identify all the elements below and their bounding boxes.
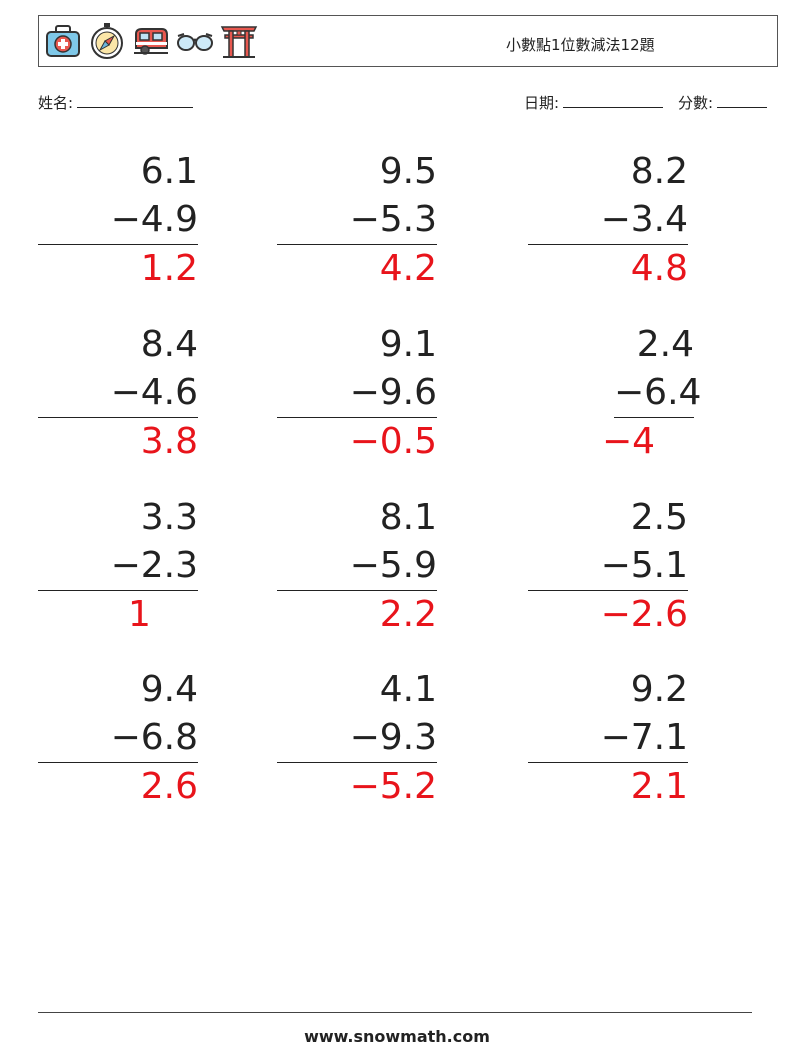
date-label: 日期: (524, 94, 560, 112)
answer: 4.8 (630, 248, 688, 289)
answer: −5.2 (349, 766, 437, 807)
subtrahend: −5.1 (528, 542, 688, 591)
minuend: 2.4 (636, 324, 694, 365)
problem-11: 4.1 −9.3 −5.2 (277, 666, 437, 811)
problem-10: 9.4 −6.8 2.6 (38, 666, 198, 811)
answer: 2.6 (140, 766, 198, 807)
problem-4: 8.4 −4.6 3.8 (38, 321, 198, 466)
subtrahend: −6.8 (38, 714, 198, 763)
subtrahend: −9.6 (277, 369, 437, 418)
answer: 2.2 (379, 594, 437, 635)
date-blank[interactable] (563, 93, 664, 108)
minuend: 9.4 (140, 669, 198, 710)
minuend: 8.2 (630, 151, 688, 192)
first-aid-kit-icon (46, 25, 80, 57)
minuend: 9.5 (379, 151, 437, 192)
name-label: 姓名: (38, 94, 74, 112)
subtrahend: −5.9 (277, 542, 437, 591)
name-blank[interactable] (77, 93, 194, 108)
answer: −4 (602, 421, 656, 462)
score-label: 分數: (678, 94, 714, 112)
problem-6: 2.4 −6.4 −4 (534, 321, 701, 466)
subtrahend: −5.3 (277, 196, 437, 245)
subtrahend: −9.3 (277, 714, 437, 763)
minuend: 3.3 (140, 497, 198, 538)
problem-8: 8.1 −5.9 2.2 (277, 494, 437, 639)
problem-5: 9.1 −9.6 −0.5 (277, 321, 437, 466)
name-field: 姓名: (38, 92, 194, 113)
minuend: 8.1 (379, 497, 437, 538)
subtrahend: −3.4 (528, 196, 688, 245)
answer: 4.2 (379, 248, 437, 289)
subtrahend: −7.1 (528, 714, 688, 763)
date-field: 日期: (524, 92, 664, 113)
subtrahend: −4.9 (38, 196, 198, 245)
answer: −2.6 (600, 594, 688, 635)
score-blank[interactable] (717, 93, 768, 108)
minuend: 4.1 (379, 669, 437, 710)
answer: 2.1 (630, 766, 688, 807)
caravan-icon (134, 28, 168, 55)
problem-7: 3.3 −2.3 1 (38, 494, 198, 639)
problem-3: 8.2 −3.4 4.8 (528, 148, 688, 293)
minuend: 2.5 (630, 497, 688, 538)
problem-1: 6.1 −4.9 1.2 (38, 148, 198, 293)
problem-9: 2.5 −5.1 −2.6 (528, 494, 688, 639)
torii-gate-icon (220, 26, 258, 58)
minuend: 6.1 (140, 151, 198, 192)
minuend: 8.4 (140, 324, 198, 365)
worksheet-title: 小數點1位數減法12題 (506, 36, 655, 54)
problem-2: 9.5 −5.3 4.2 (277, 148, 437, 293)
score-field: 分數: (678, 92, 768, 113)
header-icons (44, 22, 258, 60)
answer: 3.8 (140, 421, 198, 462)
glasses-icon (177, 33, 213, 51)
problem-12: 9.2 −7.1 2.1 (528, 666, 688, 811)
answer: 1 (128, 594, 151, 635)
subtrahend: −4.6 (38, 369, 198, 418)
answer: −0.5 (349, 421, 437, 462)
footer-divider (38, 1012, 752, 1013)
answer: 1.2 (140, 248, 198, 289)
subtrahend: −6.4 (614, 369, 701, 418)
subtrahend: −2.3 (38, 542, 198, 591)
worksheet-header: 小數點1位數減法12題 (38, 15, 778, 67)
compass-icon (91, 23, 123, 59)
minuend: 9.1 (379, 324, 437, 365)
minuend: 9.2 (630, 669, 688, 710)
footer-site-link[interactable]: www.snowmath.com (304, 1027, 490, 1046)
